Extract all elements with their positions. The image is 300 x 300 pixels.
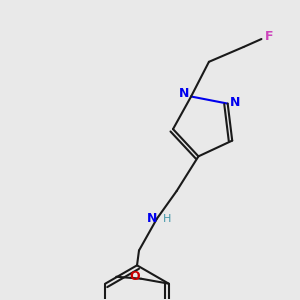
Text: N: N bbox=[147, 212, 157, 225]
Text: H: H bbox=[163, 214, 171, 224]
Text: N: N bbox=[179, 87, 189, 100]
Text: F: F bbox=[265, 30, 274, 43]
Text: O: O bbox=[130, 270, 140, 283]
Text: N: N bbox=[230, 96, 240, 109]
